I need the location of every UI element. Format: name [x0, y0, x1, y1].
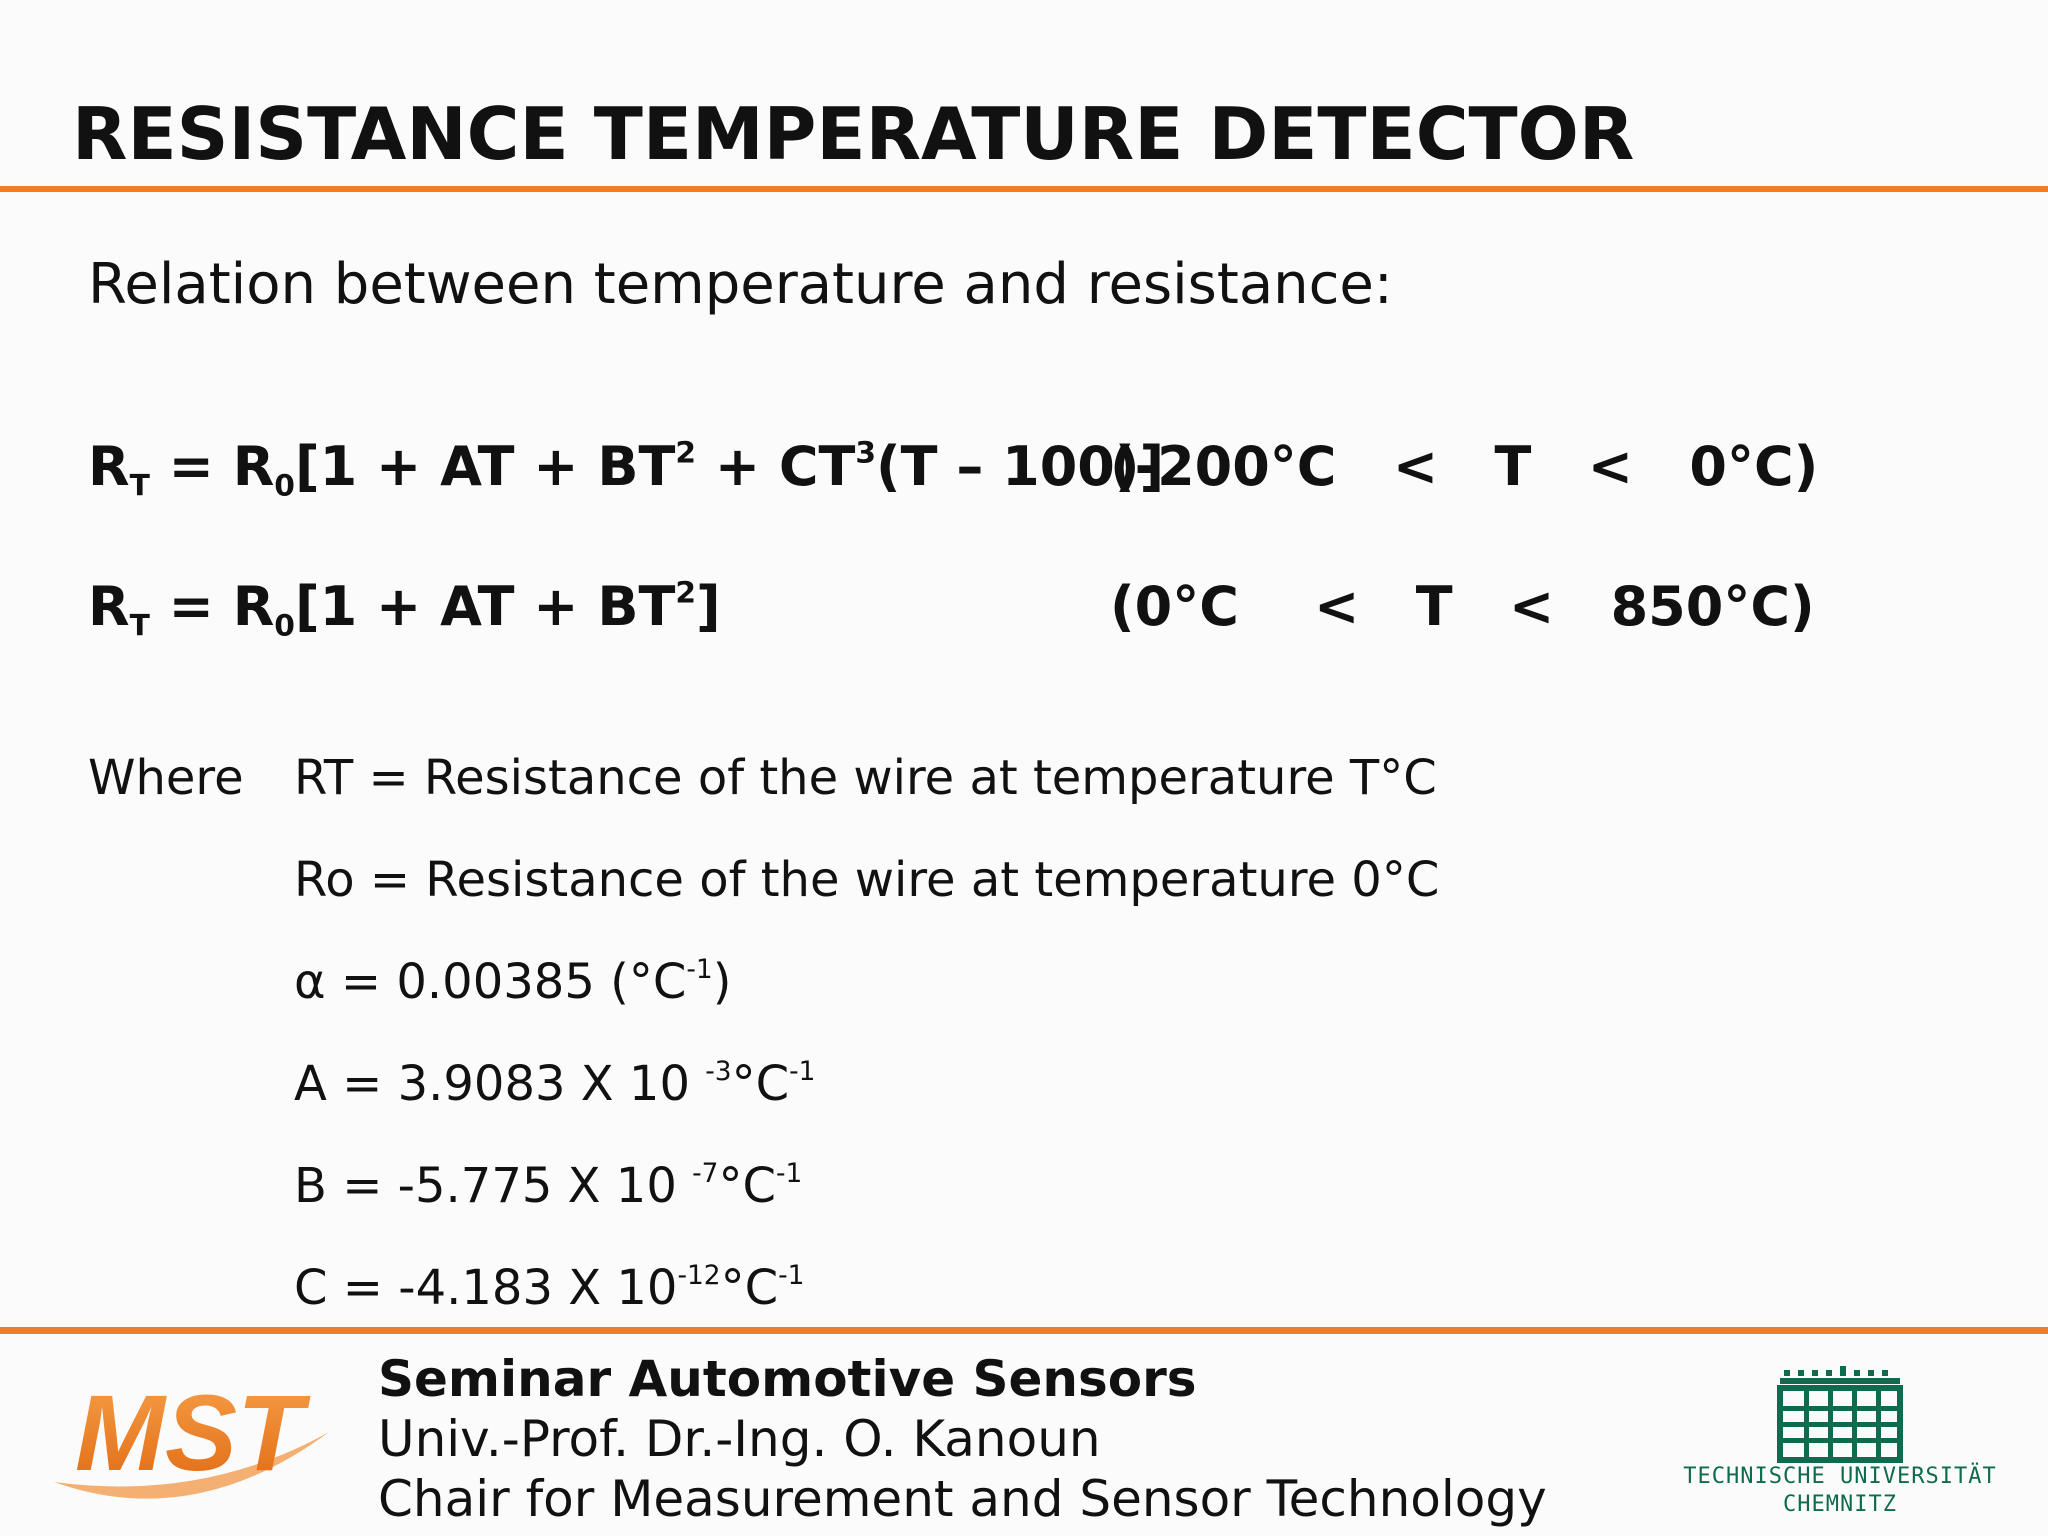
b-text: B = -5.775 X 10: [294, 1158, 693, 1214]
alpha-text: α = 0.00385 (°C: [294, 954, 687, 1010]
equation-1: RT = R0[1 + AT + BT2 + CT3(T – 100)]: [88, 435, 1164, 503]
c-unit: °C: [720, 1260, 779, 1316]
definition-b: B = -5.775 X 10 -7°C-1: [294, 1158, 802, 1214]
tu-chemnitz-logo: [1777, 1366, 1903, 1463]
eq1-r0-sub: 0: [274, 468, 295, 504]
tuc-logo-line1: TECHNISCHE UNIVERSITÄT: [1683, 1464, 1997, 1489]
eq1-sup-a: 2: [675, 435, 697, 471]
equation-2: RT = R0[1 + AT + BT2]: [88, 575, 721, 643]
a-text: A = 3.9083 X 10: [294, 1056, 706, 1112]
bottom-divider: [0, 1327, 2048, 1334]
top-divider: [0, 186, 2048, 192]
c-text: C = -4.183 X 10: [294, 1260, 678, 1316]
alpha-sup: -1: [686, 954, 713, 986]
c-unit-exp: -1: [778, 1260, 805, 1292]
definition-a: A = 3.9083 X 10 -3°C-1: [294, 1056, 815, 1112]
equation-2-range: (0°C < T < 850°C): [1110, 575, 1815, 638]
eq2-body-a: [1 + AT + BT: [294, 575, 676, 638]
eq1-sup-b: 3: [855, 435, 876, 471]
tuc-logo-line2: CHEMNITZ: [1783, 1492, 1897, 1517]
eq1-body-a: [1 + AT + BT: [294, 435, 676, 498]
footer-seminar: Seminar Automotive Sensors: [378, 1350, 1197, 1408]
eq2-lhs: R: [88, 575, 130, 638]
where-label: Where: [88, 750, 244, 806]
mst-logo: MST: [54, 1372, 329, 1499]
eq2-equals: = R: [149, 575, 275, 638]
eq2-sup-a: 2: [675, 575, 697, 611]
footer-professor: Univ.-Prof. Dr.-Ing. O. Kanoun: [378, 1410, 1101, 1468]
eq1-body-b: + CT: [696, 435, 856, 498]
equation-1-range: (-200°C < T < 0°C): [1110, 435, 1819, 498]
slide-title: RESISTANCE TEMPERATURE DETECTOR: [72, 92, 1635, 176]
intro-text: Relation between temperature and resista…: [88, 252, 1393, 317]
eq2-lhs-sub: T: [129, 608, 150, 644]
definition-rt: RT = Resistance of the wire at temperatu…: [294, 750, 1437, 806]
definition-ro: Ro = Resistance of the wire at temperatu…: [294, 852, 1440, 908]
eq1-equals: = R: [149, 435, 275, 498]
eq1-lhs-sub: T: [129, 468, 150, 504]
definition-c: C = -4.183 X 10-12°C-1: [294, 1260, 804, 1316]
a-unit-exp: -1: [789, 1056, 816, 1088]
mst-logo-text: MST: [75, 1372, 311, 1493]
eq2-r0-sub: 0: [274, 608, 295, 644]
a-exp: -3: [705, 1056, 732, 1088]
definition-alpha: α = 0.00385 (°C-1): [294, 954, 731, 1010]
b-unit: °C: [718, 1158, 776, 1214]
eq1-lhs: R: [88, 435, 130, 498]
b-exp: -7: [692, 1158, 719, 1190]
eq2-body-c: ]: [696, 575, 721, 638]
a-unit: °C: [731, 1056, 790, 1112]
eq1-body-c: (T – 100)]: [876, 435, 1165, 498]
c-exp: -12: [677, 1260, 721, 1292]
footer-chair: Chair for Measurement and Sensor Technol…: [378, 1470, 1547, 1528]
b-unit-exp: -1: [775, 1158, 803, 1190]
alpha-close: ): [712, 954, 732, 1010]
